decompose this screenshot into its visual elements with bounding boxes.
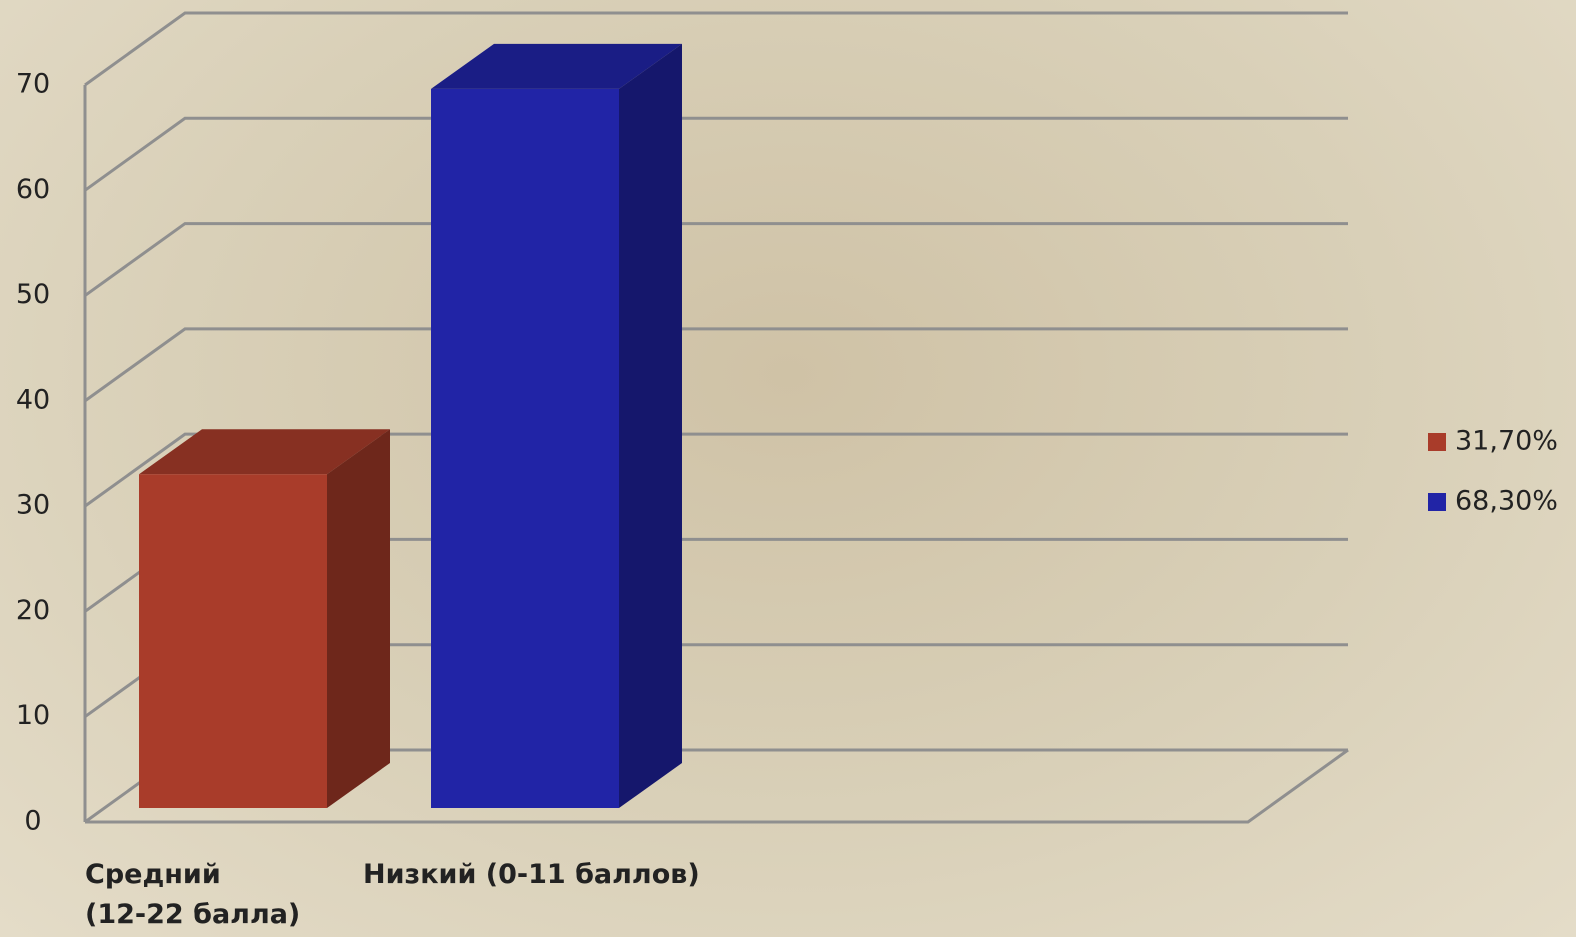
y-tick-label: 50 — [16, 279, 50, 310]
y-tick-label: 10 — [16, 700, 50, 731]
bar-front — [431, 89, 619, 808]
y-tick-label: 70 — [16, 69, 50, 100]
bar — [139, 429, 390, 808]
grid-line — [85, 118, 1348, 190]
x-tick-label: Низкий (0-11 баллов) — [363, 855, 700, 895]
page: 01020304050607031,70%68,30% (() => { con… — [0, 0, 1576, 937]
y-tick-label: 0 — [24, 806, 41, 837]
legend-label: 31,70% — [1455, 426, 1558, 457]
grid-line — [85, 329, 1348, 401]
y-tick-label: 20 — [16, 595, 50, 626]
y-tick-label: 60 — [16, 174, 50, 205]
legend-swatch — [1428, 493, 1446, 511]
bar-side — [619, 44, 682, 808]
bar — [431, 44, 682, 808]
legend-swatch — [1428, 433, 1446, 451]
y-tick-label: 30 — [16, 490, 50, 521]
chart: 0 10 20 30 40 50 60 70 31,70% 68,30% — [0, 0, 1576, 937]
bar-front — [139, 474, 327, 808]
legend-label: 68,30% — [1455, 486, 1558, 517]
y-tick-label: 40 — [16, 384, 50, 415]
bar-side — [327, 429, 390, 808]
x-tick-label: Средний (12-22 балла) — [85, 855, 300, 935]
grid-line — [85, 13, 1348, 85]
grid-line — [85, 224, 1348, 296]
